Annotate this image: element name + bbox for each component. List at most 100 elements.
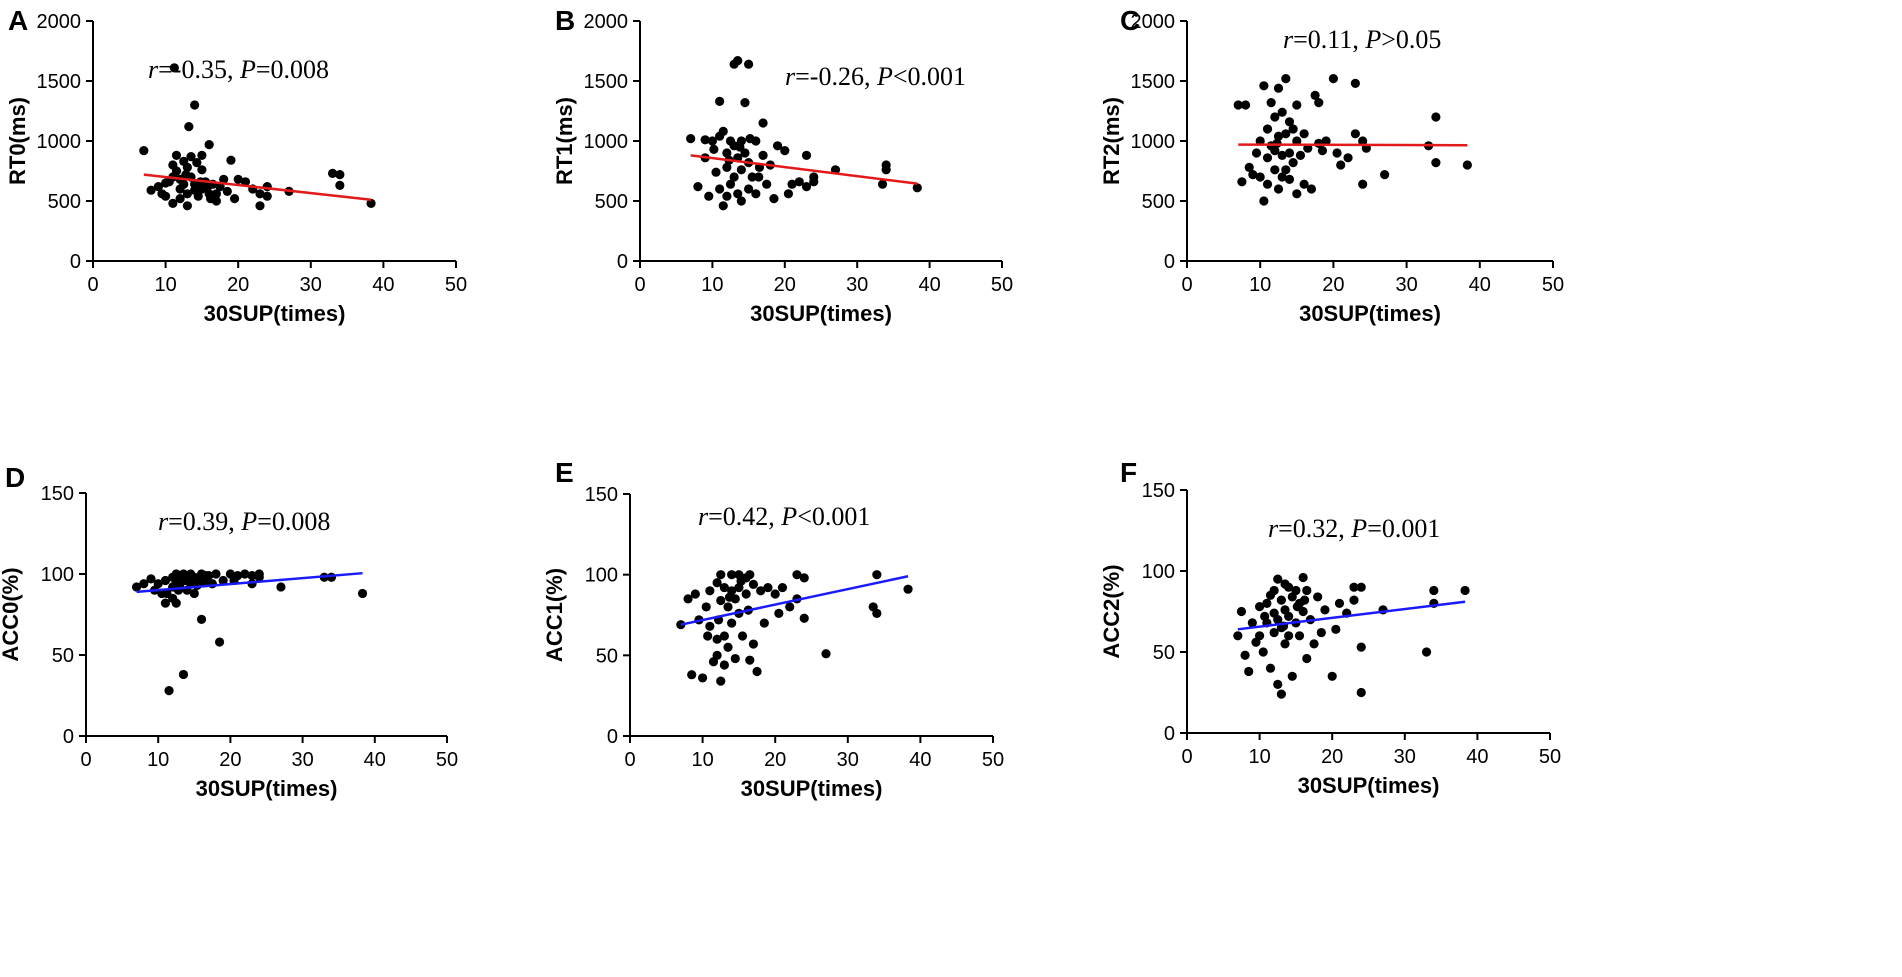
data-point [1349, 595, 1359, 605]
y-tick-label: 100 [585, 565, 618, 587]
data-point [718, 201, 728, 211]
panel-e: E 0 50 100 150 0 10 20 30 40 50 30SUP(times) ACC1(%)… [542, 457, 1004, 801]
data-point [1320, 605, 1330, 615]
data-point [1288, 124, 1298, 134]
regression-line [680, 575, 909, 626]
annotation-part: r [148, 55, 159, 84]
data-point [233, 571, 243, 581]
data-point [1277, 150, 1287, 160]
data-point [1251, 148, 1262, 158]
data-point [758, 150, 768, 160]
data-point [718, 126, 728, 136]
x-tick-label: 0 [1181, 274, 1192, 296]
data-point [740, 98, 750, 108]
y-tick-label: 50 [52, 645, 74, 667]
x-tick-label: 30 [837, 749, 859, 771]
x-tick-label: 50 [436, 749, 458, 771]
annotation-part: r [698, 502, 709, 531]
data-point [189, 588, 199, 599]
y-tick-label: 150 [585, 484, 618, 506]
data-point [181, 170, 191, 180]
annotation-part: =0.008 [257, 507, 330, 536]
data-point [255, 189, 265, 199]
y-tick-label: 50 [596, 645, 618, 667]
data-point [193, 191, 203, 201]
data-point [1273, 615, 1283, 625]
x-tick-label: 40 [364, 749, 386, 771]
y-tick-label: 1000 [1131, 131, 1176, 153]
y-tick-label: 50 [1153, 642, 1175, 664]
data-point [1327, 671, 1337, 681]
data-point [725, 179, 736, 189]
annotation-part: P [239, 55, 256, 84]
annotation-part: P [780, 502, 797, 531]
data-point [1270, 165, 1280, 175]
annotation-part: >0.05 [1381, 25, 1441, 54]
data-point [740, 148, 750, 158]
panel-a: A 0 500 1000 1500 2000 0 10 20 30 40 50 30SUP(times)… [5, 5, 467, 326]
y-axis-title: RT1(ms) [552, 97, 577, 185]
data-point [366, 198, 376, 208]
x-tick-label: 0 [87, 274, 98, 296]
annotation-part: =0.42, [708, 502, 781, 531]
annotation-part: r [1268, 514, 1279, 543]
panel-b: B 0 500 1000 1500 2000 0 10 20 30 40 50 30SUP(times)… [552, 5, 1013, 326]
x-tick-label: 50 [1539, 746, 1561, 768]
data-point [809, 177, 819, 187]
regression-line [1238, 143, 1468, 147]
y-tick-label: 1500 [584, 71, 629, 93]
regression-line [136, 571, 363, 594]
data-point [1258, 647, 1268, 657]
data-point [219, 174, 229, 184]
x-tick-label: 10 [691, 749, 713, 771]
data-point [712, 634, 722, 644]
y-axis-title: RT0(ms) [5, 97, 30, 185]
data-point [715, 184, 725, 194]
data-point [192, 158, 202, 168]
data-point [751, 189, 761, 199]
data-point [214, 637, 225, 647]
y-tick-label: 0 [607, 726, 618, 748]
y-tick-label: 150 [1142, 480, 1175, 502]
annotation-part: =-0.26, [795, 62, 877, 91]
data-point [1273, 679, 1283, 690]
data-point [712, 650, 722, 660]
data-point [719, 582, 729, 593]
data-point [777, 582, 788, 593]
data-point [912, 183, 922, 193]
data-point [703, 631, 713, 641]
data-point [178, 669, 189, 680]
x-tick-label: 40 [909, 749, 931, 771]
data-point [1356, 642, 1366, 652]
correlation-annotation: r=0.32, P=0.001 [1268, 514, 1440, 543]
data-point [1299, 129, 1309, 139]
data-point [799, 573, 809, 583]
data-point [276, 582, 286, 592]
data-point [229, 194, 240, 204]
data-point [1302, 585, 1312, 596]
data-point [1302, 653, 1312, 664]
data-point [1284, 631, 1294, 641]
data-point [719, 660, 729, 670]
data-point [1431, 112, 1441, 122]
data-point [196, 614, 207, 624]
data-point [1291, 585, 1301, 596]
data-point [1332, 148, 1342, 158]
data-point [335, 170, 345, 180]
data-point [262, 191, 272, 201]
data-point [744, 184, 754, 194]
x-axis-title: 30SUP(times) [196, 776, 338, 801]
data-point [727, 570, 737, 580]
x-tick-label: 0 [624, 749, 635, 771]
x-axis-title: 30SUP(times) [750, 301, 892, 326]
x-tick-label: 40 [372, 274, 394, 296]
data-point [1299, 179, 1309, 189]
correlation-annotation: r=-0.26, P<0.001 [785, 62, 966, 91]
y-tick-label: 0 [70, 251, 81, 273]
data-point [197, 150, 207, 160]
data-point [211, 569, 221, 579]
data-point [700, 135, 710, 145]
y-tick-label: 100 [1142, 561, 1175, 583]
data-point [1321, 136, 1331, 146]
